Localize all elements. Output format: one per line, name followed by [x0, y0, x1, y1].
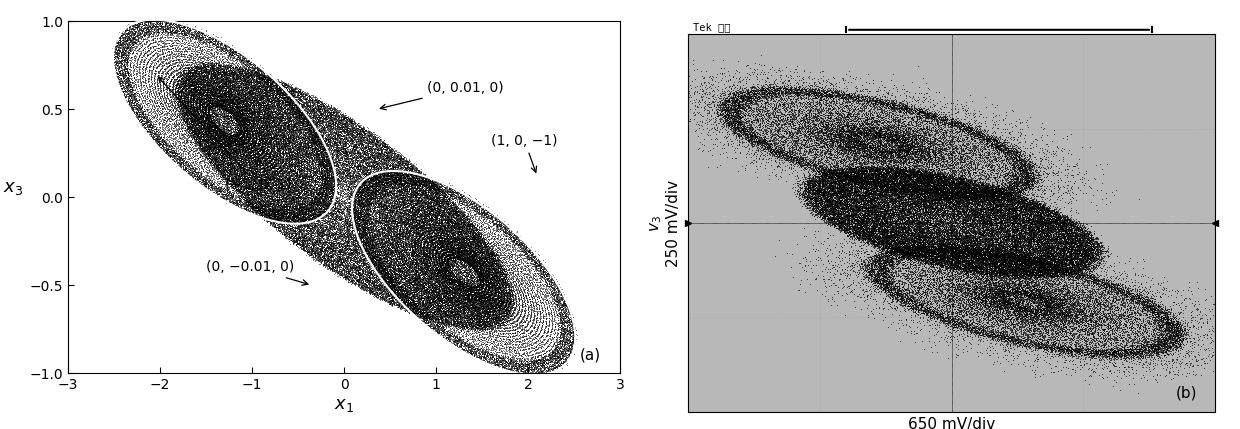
Text: (0, 0.01, 0): (0, 0.01, 0) — [381, 81, 503, 110]
Text: (a): (a) — [579, 347, 600, 363]
Y-axis label: $v_3$
250 mV/div: $v_3$ 250 mV/div — [649, 179, 681, 267]
Text: (−1, 0, 1): (−1, 0, 1) — [159, 77, 291, 191]
Text: (1, 0, −1): (1, 0, −1) — [491, 133, 558, 172]
Text: Tek 停止: Tek 停止 — [693, 22, 730, 33]
X-axis label: 650 mV/div
$v_1$: 650 mV/div $v_1$ — [908, 417, 996, 429]
Y-axis label: $x_3$: $x_3$ — [2, 179, 24, 197]
X-axis label: $x_1$: $x_1$ — [334, 396, 355, 414]
Text: (0, −0.01, 0): (0, −0.01, 0) — [206, 260, 308, 285]
Text: (b): (b) — [1176, 386, 1197, 401]
